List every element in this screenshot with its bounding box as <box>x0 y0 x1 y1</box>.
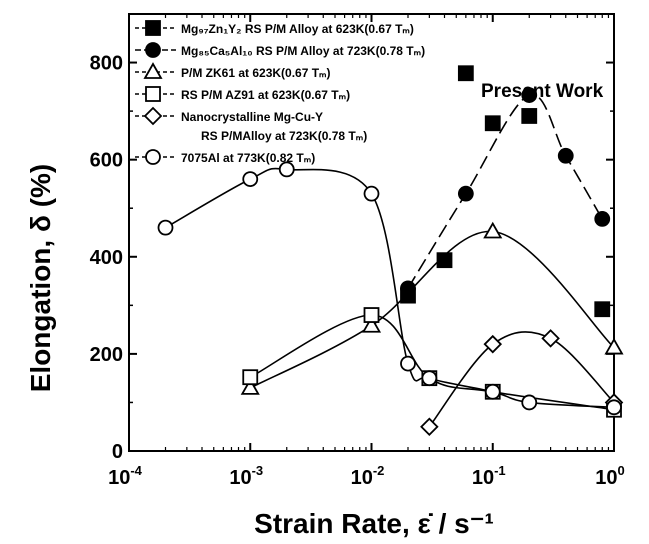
data-point-series-3 <box>604 337 624 355</box>
y-axis-title: Elongation, δ (%) <box>25 164 56 393</box>
x-tick-label: 100 <box>595 463 624 489</box>
x-tick-label: 10-2 <box>351 463 385 489</box>
data-point-series-4 <box>242 369 259 386</box>
data-point-series-6 <box>157 219 174 236</box>
y-tick-label: 400 <box>90 247 123 269</box>
data-point-series-5 <box>541 329 560 348</box>
legend-label: Mg₈₅Ca₅Al₁₀ RS P/M Alloy at 723K(0.78 Tₘ… <box>181 44 425 58</box>
legend: Mg₉₇Zn₁Y₂ RS P/M Alloy at 623K(0.67 Tₘ) M… <box>135 20 425 165</box>
legend-label: RS P/M AZ91 at 623K(0.67 Tₘ) <box>181 88 350 102</box>
x-tick-label: 10-3 <box>229 463 263 489</box>
y-tick-label: 0 <box>112 441 123 463</box>
x-axis-title: Strain Rate, ε̇ / s⁻¹ <box>254 508 494 539</box>
data-point-series-6 <box>606 399 622 416</box>
data-markers-layer <box>157 65 624 436</box>
series-line-6 <box>165 167 615 409</box>
legend-marker <box>143 106 163 126</box>
legend-marker <box>143 62 163 79</box>
data-point-series-1 <box>594 301 611 318</box>
data-point-series-3 <box>361 315 382 333</box>
legend-marker <box>145 86 161 102</box>
legend-marker <box>145 42 161 58</box>
data-point-series-2 <box>400 280 416 297</box>
legend-marker <box>145 20 161 36</box>
y-tick-label: 200 <box>90 344 123 366</box>
data-point-series-1 <box>484 115 501 132</box>
legend-label: Mg₉₇Zn₁Y₂ RS P/M Alloy at 623K(0.67 Tₘ) <box>181 22 414 36</box>
data-point-series-3 <box>240 378 260 395</box>
data-point-series-6 <box>278 161 295 178</box>
y-tick-label: 600 <box>90 150 123 172</box>
data-point-series-2 <box>457 185 474 202</box>
data-point-series-1 <box>436 252 453 269</box>
data-point-series-6 <box>363 185 380 202</box>
data-point-series-2 <box>557 147 574 164</box>
data-point-series-2 <box>521 87 538 103</box>
fit-curves-layer <box>165 93 615 428</box>
data-point-series-6 <box>421 370 438 387</box>
series-line-5 <box>428 331 615 428</box>
data-point-series-6 <box>400 355 416 372</box>
data-point-series-4 <box>363 307 380 323</box>
data-point-series-3 <box>483 221 503 239</box>
data-point-series-6 <box>242 171 259 187</box>
legend-label: Nanocrystalline Mg-Cu-Y <box>181 110 323 124</box>
data-point-series-1 <box>521 108 538 124</box>
legend-label: 7075Al at 773K(0.82 Tₘ) <box>181 151 315 165</box>
x-tick-label: 10-1 <box>472 463 506 489</box>
data-point-series-1 <box>457 65 474 82</box>
data-point-series-5 <box>420 417 439 436</box>
data-point-series-6 <box>484 383 501 400</box>
series-line-3 <box>249 230 615 389</box>
data-point-series-5 <box>483 334 503 354</box>
x-tick-label: 10-4 <box>108 463 143 489</box>
legend-marker <box>145 149 161 165</box>
y-tick-label: 800 <box>90 53 123 75</box>
legend-label: RS P/MAlloy at 723K(0.78 Tₘ) <box>201 129 367 143</box>
data-point-series-6 <box>521 394 538 411</box>
legend-label: P/M ZK61 at 623K(0.67 Tₘ) <box>181 66 331 80</box>
present-work-annotation: Present Work <box>481 81 604 102</box>
data-point-series-2 <box>594 211 611 227</box>
